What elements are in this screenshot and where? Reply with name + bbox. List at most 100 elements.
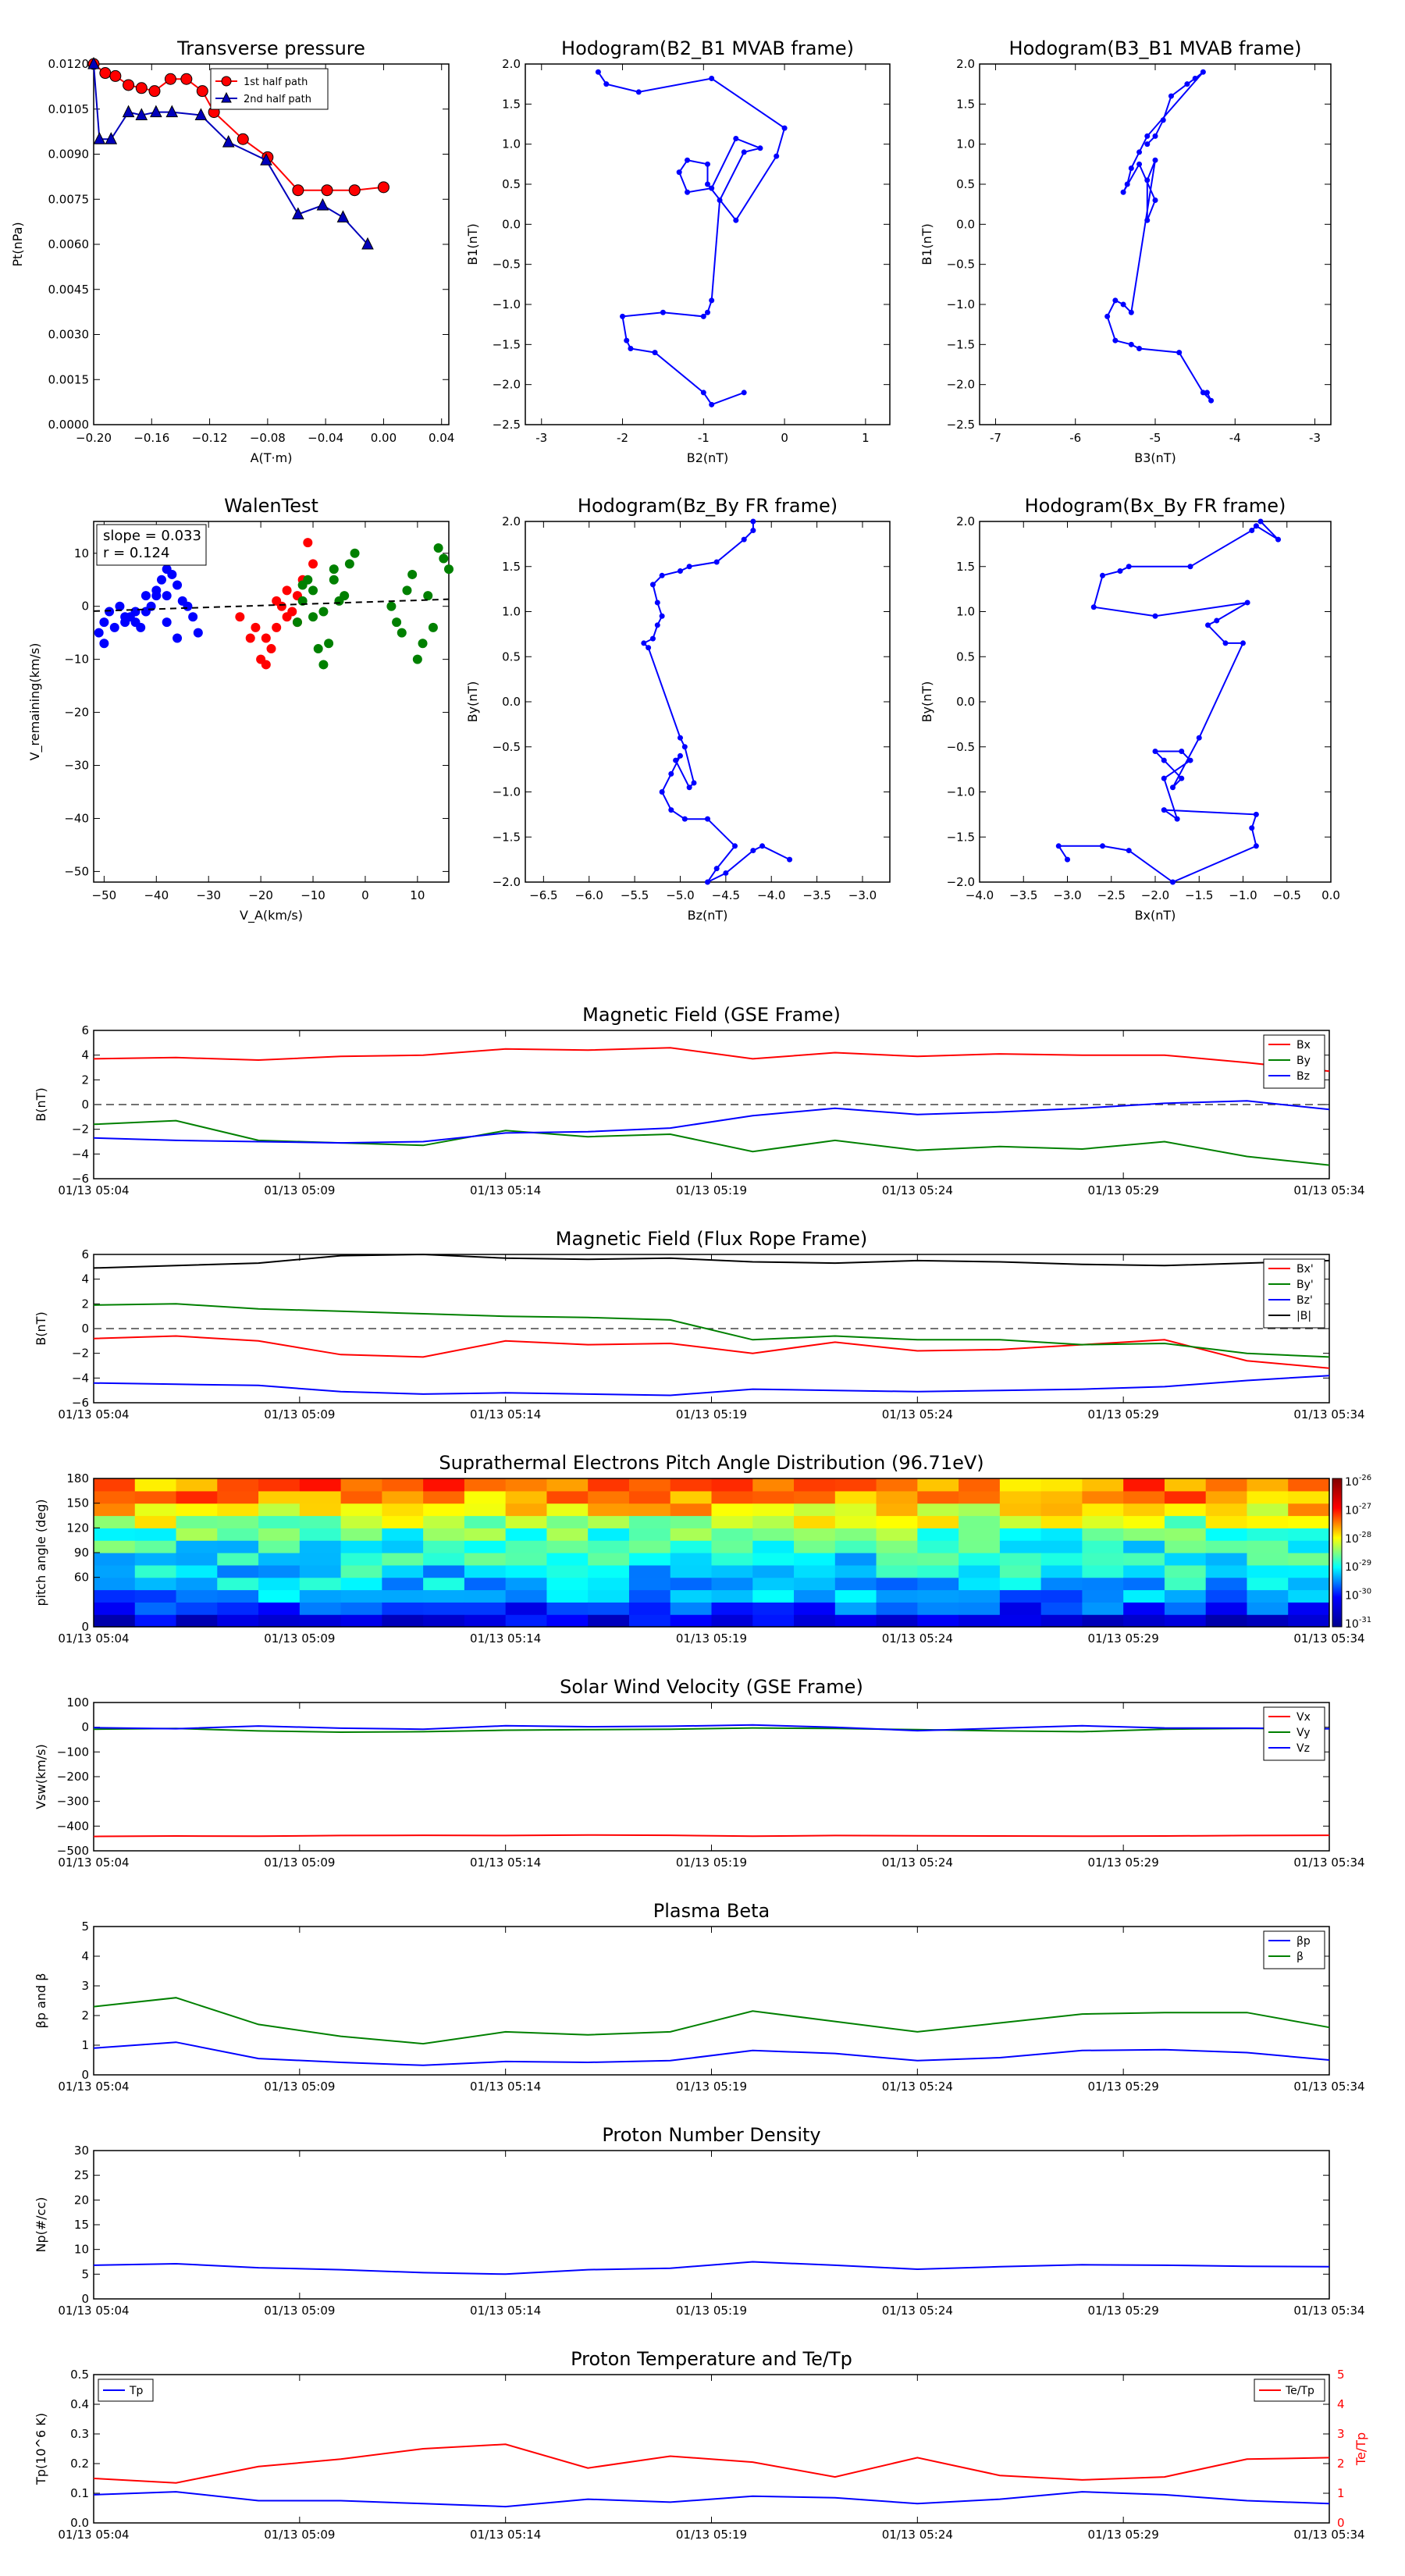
y-tick-label: 4: [81, 1048, 89, 1062]
y-tick-label: 0.0: [956, 217, 975, 231]
heatmap-cell: [1164, 1515, 1207, 1528]
hodogram-path: [597, 71, 786, 406]
x-tick-label: 01/13 05:29: [1088, 2080, 1159, 2094]
heatmap-cell: [1288, 1490, 1330, 1504]
x-tick-label: −0.08: [250, 431, 286, 445]
heatmap-cell: [1164, 1564, 1207, 1578]
data-point: [318, 607, 329, 617]
data-point: [105, 132, 118, 144]
heatmap-cell: [217, 1564, 259, 1578]
y-tick-label: 0.0: [956, 695, 975, 709]
y-tick-label: 4: [81, 1272, 89, 1286]
heatmap-cell: [258, 1589, 301, 1603]
data-point: [1200, 69, 1206, 75]
chart-title: Hodogram(Bx_By FR frame): [1025, 495, 1286, 517]
magnetic-field-flux-rope-panel: 01/13 05:04 01/13 05:09 01/13 05:14 01/13 0…: [34, 1228, 1365, 1421]
hodogram-bz-by-panel: −6.5 −6.0 −5.5 −5.0 −4.5 −4.0 −3.5 −3.0 −2.0 −1.5…: [465, 495, 891, 923]
heatmap-cell: [1123, 1528, 1165, 1541]
y-tick-label: −6: [72, 1172, 89, 1186]
heatmap-cell: [464, 1564, 507, 1578]
x-tick-label: 01/13 05:34: [1293, 1631, 1364, 1646]
y-tick-label: 0.0000: [48, 418, 90, 432]
y-tick-label: 0.2: [70, 2457, 89, 2471]
data-point: [1205, 622, 1211, 628]
chart-title: Magnetic Field (GSE Frame): [582, 1004, 841, 1026]
heatmap-cell: [1205, 1540, 1248, 1553]
heatmap-cell: [505, 1589, 548, 1603]
y-tick-label: 1.0: [502, 137, 521, 151]
solar-wind-velocity-panel: 01/13 05:04 01/13 05:09 01/13 05:14 01/13 0…: [34, 1676, 1365, 1870]
heatmap-cell: [1040, 1515, 1083, 1528]
heatmap-cell: [628, 1564, 671, 1578]
heatmap-cell: [752, 1602, 795, 1615]
x-tick-label: 01/13 05:14: [470, 1856, 541, 1870]
data-point: [1065, 856, 1070, 863]
heatmap-cell: [1040, 1602, 1083, 1615]
heatmap-cell: [505, 1614, 548, 1628]
heatmap-cell: [670, 1614, 713, 1628]
heatmap-cell: [588, 1540, 630, 1553]
heatmap-cell: [670, 1540, 713, 1553]
legend-label: βp: [1297, 1935, 1311, 1948]
heatmap-cell: [1040, 1577, 1083, 1591]
heatmap-cell: [1247, 1478, 1289, 1492]
heatmap-cell: [299, 1503, 342, 1517]
data-point: [316, 197, 329, 211]
heatmap-cell: [1288, 1553, 1330, 1566]
heatmap-cell: [959, 1478, 1001, 1492]
data-point: [709, 297, 715, 304]
y-tick-label: 0.0045: [48, 283, 90, 297]
chart-title: Suprathermal Electrons Pitch Angle Distr…: [439, 1452, 984, 1474]
heatmap-cell: [1040, 1564, 1083, 1578]
data-point: [741, 536, 747, 543]
heatmap-cell: [423, 1478, 465, 1492]
data-point: [686, 785, 692, 791]
y-tick-label: 5: [81, 2267, 89, 2281]
data-point: [282, 585, 292, 596]
data-point: [402, 585, 412, 596]
heatmap-cell: [1205, 1503, 1248, 1517]
data-point: [261, 633, 271, 643]
heatmap-cell: [340, 1589, 382, 1603]
heatmap-cell: [299, 1589, 342, 1603]
heatmap-cell: [546, 1553, 589, 1566]
y-tick-label: −1.0: [493, 297, 521, 311]
series-line: [93, 2261, 1330, 2275]
chart-title: Plasma Beta: [653, 1900, 770, 1922]
data-point: [324, 639, 334, 649]
legend-box: [1263, 1930, 1325, 1969]
plot-frame: [93, 63, 450, 425]
series-line: [93, 1253, 1330, 1269]
heatmap-cell: [711, 1503, 753, 1517]
data-point: [709, 401, 715, 407]
heatmap-cell: [340, 1540, 382, 1553]
data-point: [1204, 390, 1210, 396]
y-tick-label: 2: [81, 1073, 89, 1087]
data-point: [272, 596, 282, 606]
heatmap-cell: [94, 1589, 136, 1603]
heatmap-cell: [1288, 1515, 1330, 1528]
heatmap-cell: [752, 1614, 795, 1628]
data-point: [700, 390, 706, 396]
heatmap-cell: [917, 1614, 959, 1628]
heatmap-cell: [670, 1478, 713, 1492]
heatmap-cell: [959, 1503, 1001, 1517]
heatmap-cell: [711, 1515, 753, 1528]
hodogram-b3-b1-panel: -7 -6 -5 -4 -3 −2.5 −2.0 −1.5 −1.0 −0.5 0.0 0.5 1.0 1…: [919, 37, 1332, 465]
y-tick-label: 2.0: [956, 57, 975, 71]
data-point: [709, 185, 715, 191]
heatmap-cell: [628, 1602, 671, 1615]
x-tick-label: 01/13 05:24: [882, 1407, 953, 1421]
data-point: [700, 313, 706, 319]
heatmap-cell: [505, 1478, 548, 1492]
y-tick-label: 0.0075: [48, 192, 90, 206]
heatmap-cell: [1247, 1540, 1289, 1553]
data-point: [717, 197, 723, 204]
y-tick-label: −40: [64, 811, 89, 825]
heatmap-cell: [176, 1490, 218, 1504]
y-tick-label: −0.5: [947, 258, 975, 272]
heatmap-cell: [794, 1589, 836, 1603]
x-tick-label: 01/13 05:34: [1293, 2528, 1364, 2542]
x-tick-label: −30: [196, 888, 221, 902]
heatmap-cell: [752, 1478, 795, 1492]
